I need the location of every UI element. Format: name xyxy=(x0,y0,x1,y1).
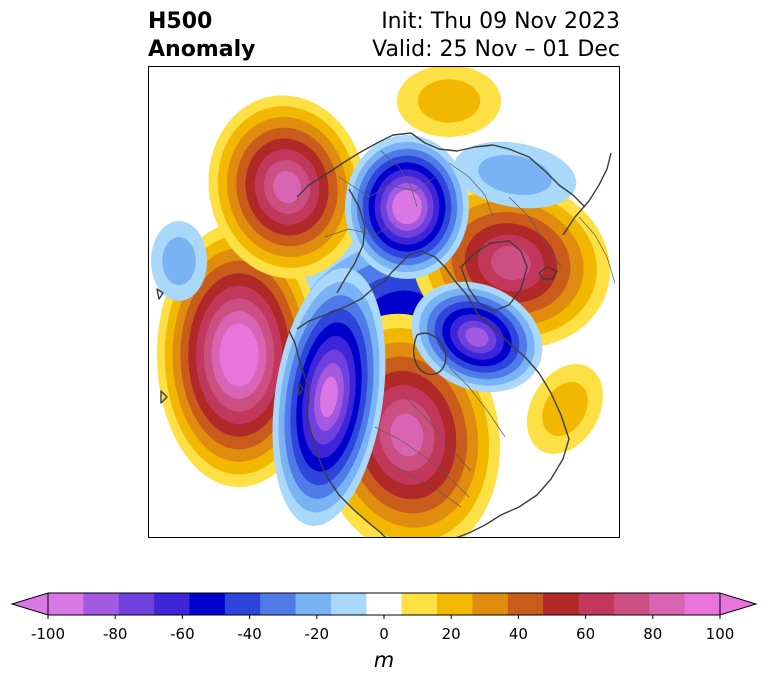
colorbar-unit: m xyxy=(373,648,395,672)
colorbar-tick-label: 80 xyxy=(643,625,663,643)
border-layer xyxy=(324,150,616,508)
colorbar xyxy=(10,592,758,619)
colorbar-over-arrow xyxy=(719,592,758,616)
colorbar-cell xyxy=(543,593,580,615)
date-info: Init: Thu 09 Nov 2023 Valid: 25 Nov – 01… xyxy=(372,8,620,64)
colorbar-tick-label: -40 xyxy=(237,625,262,643)
colorbar-cell xyxy=(684,593,721,615)
border xyxy=(388,462,462,508)
colorbar-cell xyxy=(613,593,650,615)
anomaly-contour xyxy=(465,327,489,347)
coastline xyxy=(460,240,528,312)
colorbar-cell xyxy=(330,593,367,615)
anomaly-contour xyxy=(491,245,531,281)
anomaly-contour xyxy=(478,155,552,195)
colorbar-cell xyxy=(472,593,509,615)
init-date: Init: Thu 09 Nov 2023 xyxy=(381,9,620,34)
border xyxy=(448,366,506,438)
colorbar-cell xyxy=(118,593,155,615)
colorbar-cell xyxy=(48,593,84,615)
negative-anomaly xyxy=(151,221,207,301)
anomaly-contour xyxy=(162,237,196,285)
colorbar-cells xyxy=(48,593,721,615)
colorbar-tick-label: 20 xyxy=(441,625,461,643)
coastline xyxy=(336,188,366,294)
colorbar-tick-label: 40 xyxy=(508,625,528,643)
border xyxy=(380,150,418,208)
coastline xyxy=(410,132,586,208)
colorbar-cell xyxy=(83,593,120,615)
colorbar-cell xyxy=(366,593,403,615)
field-type: Anomaly xyxy=(148,37,256,62)
colorbar-tick-label: 0 xyxy=(379,625,389,643)
colorbar-tick-label: -100 xyxy=(30,625,66,643)
coastline xyxy=(456,438,570,537)
colorbar-cell xyxy=(507,593,544,615)
coastline xyxy=(562,152,612,236)
border xyxy=(448,162,494,218)
map-canvas xyxy=(151,67,616,537)
positive-anomaly xyxy=(397,67,501,137)
valid-range: Valid: 25 Nov – 01 Dec xyxy=(372,37,620,62)
anomaly-contour xyxy=(320,376,338,418)
coastline xyxy=(486,322,570,440)
colorbar-cell xyxy=(437,593,473,615)
coastline xyxy=(156,288,164,300)
colorbar-tick-label: 100 xyxy=(705,625,735,643)
coastline xyxy=(296,132,412,198)
coastline xyxy=(413,332,447,376)
colorbar-tick-label: -80 xyxy=(102,625,128,643)
border xyxy=(324,222,396,238)
anomaly-contour xyxy=(227,336,251,374)
negative-anomaly xyxy=(272,268,386,526)
anomaly-layer xyxy=(151,67,611,537)
colorbar-cell xyxy=(295,593,332,615)
coastline xyxy=(288,330,386,537)
anomaly-map xyxy=(148,66,620,538)
colorbar-tick-label: 60 xyxy=(576,625,596,643)
coastline xyxy=(390,250,488,324)
anomaly-contour xyxy=(273,170,301,204)
positive-anomaly xyxy=(208,95,366,279)
colorbar-cell xyxy=(224,593,261,615)
coastline xyxy=(538,266,558,280)
colorbar-under-arrow xyxy=(10,592,49,616)
field-name: H500 xyxy=(148,9,213,34)
colorbar-tick-label: -20 xyxy=(304,625,330,643)
colorbar-cell xyxy=(578,593,615,615)
colorbar-cell xyxy=(154,593,190,615)
colorbar-ticks xyxy=(47,615,721,619)
border xyxy=(578,216,616,284)
border xyxy=(338,176,436,198)
anomaly-contour xyxy=(542,382,588,436)
map-title: H500 Anomaly xyxy=(148,8,255,64)
negative-anomaly xyxy=(453,141,577,209)
anomaly-contour xyxy=(398,196,416,218)
colorbar-cell xyxy=(401,593,438,615)
anomaly-contour xyxy=(390,413,424,457)
colorbar-tick-label: -60 xyxy=(170,625,195,643)
colorbar-cell xyxy=(189,593,226,615)
anomaly-contour xyxy=(417,79,481,123)
coastline xyxy=(160,390,168,404)
coastline-layer xyxy=(156,132,612,537)
border xyxy=(508,196,562,268)
positive-anomaly xyxy=(527,364,603,454)
coastline xyxy=(296,272,392,330)
coastline xyxy=(298,382,304,396)
colorbar-cell xyxy=(649,593,686,615)
border xyxy=(404,396,472,472)
border xyxy=(374,426,470,498)
colorbar-cell xyxy=(260,593,297,615)
